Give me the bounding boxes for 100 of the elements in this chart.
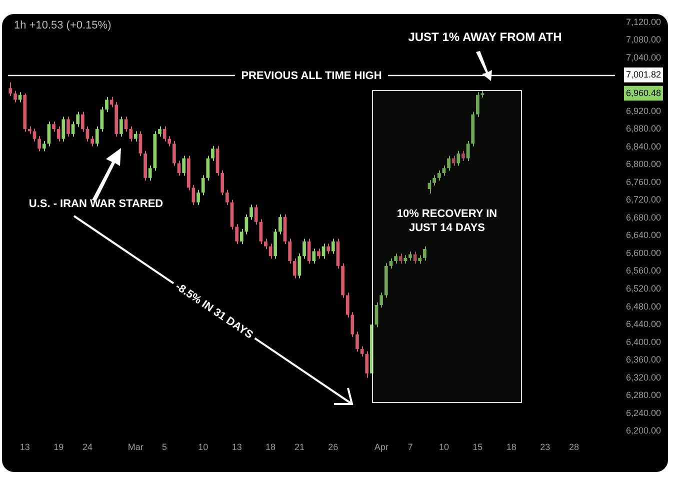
annotation: U.S. - IRAN WAR STARED: [28, 197, 164, 211]
y-tick-label: 6,840.00: [626, 141, 662, 152]
y-tick-label: 6,480.00: [626, 301, 662, 312]
candlestick: [95, 126, 99, 147]
x-tick-label: 7: [408, 442, 413, 452]
x-tick-label: Apr: [374, 442, 388, 452]
x-tick-label: 10: [438, 442, 449, 452]
candlestick: [240, 228, 244, 245]
y-tick-label: 6,920.00: [626, 106, 662, 116]
candlestick: [452, 155, 456, 166]
candlestick: [206, 155, 210, 182]
candlestick: [462, 150, 465, 162]
annotation: JUST 1% AWAY FROM ATH: [408, 30, 562, 44]
candlestick: [466, 140, 470, 162]
candlestick: [129, 126, 133, 142]
x-tick-label: 18: [266, 442, 276, 452]
candlestick: [158, 126, 162, 138]
y-tick-label: 6,760.00: [626, 176, 662, 187]
candlestick: [259, 218, 263, 245]
candlestick: [312, 248, 316, 264]
candlestick: [317, 248, 320, 260]
y-tick-label: 6,360.00: [626, 354, 662, 365]
candlestick: [456, 150, 460, 166]
candlestick: [356, 331, 359, 352]
candlestick: [8, 82, 12, 97]
candlestick: [71, 120, 75, 138]
candlestick: [389, 258, 393, 270]
candlestick: [476, 92, 480, 118]
candlestick: [365, 350, 369, 378]
candlestick: [105, 96, 108, 113]
candlestick: [278, 214, 282, 235]
annotation: 10% RECOVERY IN JUST 14 DAYS: [396, 207, 498, 235]
y-tick-label: 6,440.00: [626, 319, 662, 330]
candlestick: [201, 174, 205, 196]
candlestick: [52, 120, 56, 132]
candlestick: [398, 252, 402, 264]
candlestick: [38, 136, 41, 152]
candlestick: [76, 111, 80, 128]
y-tick-label: 6,240.00: [626, 408, 662, 418]
y-tick-label: 6,400.00: [626, 336, 662, 347]
y-tick-label: 6,880.00: [626, 124, 662, 134]
candlestick: [225, 189, 229, 206]
y-tick-label: 6,600.00: [626, 248, 662, 258]
y-tick-label: 7,001.82: [626, 69, 662, 80]
x-tick-label: 28: [569, 442, 580, 452]
y-tick-label: 6,680.00: [626, 212, 662, 222]
candlestick: [235, 224, 239, 245]
x-tick-label: 26: [328, 442, 338, 452]
x-tick-label: 15: [472, 442, 483, 452]
x-tick-label: 10: [198, 442, 208, 452]
candlestick: [254, 204, 258, 226]
candlestick: [62, 116, 66, 142]
candlestick: [302, 238, 306, 260]
candlestick: [196, 189, 200, 206]
candlestick: [192, 184, 196, 206]
y-tick-label: 7,080.00: [626, 34, 662, 45]
x-tick-label: 23: [540, 442, 550, 452]
y-tick-label: 6,720.00: [626, 194, 662, 205]
candlestick: [447, 155, 450, 172]
candlestick: [90, 136, 94, 147]
candlestick: [211, 145, 214, 162]
candlestick: [42, 140, 46, 152]
candlestick: [134, 130, 138, 142]
candlestick: [182, 155, 186, 176]
x-tick-label: Mar: [128, 442, 144, 452]
x-tick-label: 13: [232, 442, 242, 452]
y-tick-label: 6,320.00: [626, 372, 662, 382]
y-tick-label: 6,800.00: [626, 159, 662, 170]
candlestick: [307, 238, 311, 264]
candlestick: [172, 140, 176, 166]
candlestick: [66, 116, 70, 138]
ref-line-label: PREVIOUS ALL TIME HIGH: [241, 70, 382, 82]
candlestick: [394, 252, 398, 264]
candlestick: [148, 164, 152, 182]
candlestick: [120, 116, 123, 138]
candlestick: [288, 238, 292, 264]
x-tick-label: 5: [162, 442, 168, 452]
candlestick: [292, 258, 296, 279]
y-tick-label: 6,200.00: [626, 426, 662, 436]
x-tick-label: 21: [294, 442, 304, 452]
y-tick-label: 6,640.00: [626, 230, 662, 240]
x-tick-label: 24: [82, 442, 92, 452]
candlestick: [331, 238, 335, 254]
candlestick: [437, 170, 441, 182]
candlestick: [442, 164, 446, 176]
candlestick: [86, 126, 90, 142]
y-tick-label: 6,560.00: [626, 266, 662, 276]
x-tick-label: 18: [506, 442, 516, 452]
candlestick: [80, 111, 84, 132]
x-tick-label: 13: [20, 442, 30, 452]
candlestick: [423, 246, 426, 262]
candlestick: [250, 204, 253, 220]
y-tick-label: 7,040.00: [626, 52, 662, 62]
y-tick-label: 6,280.00: [626, 390, 662, 400]
candlestick: [264, 238, 268, 250]
candlestick: [326, 243, 330, 254]
y-tick-label: 6,520.00: [626, 283, 662, 294]
x-tick-label: 19: [54, 442, 64, 452]
y-tick-label: 7,120.00: [626, 16, 662, 27]
candlestick: [56, 126, 60, 142]
